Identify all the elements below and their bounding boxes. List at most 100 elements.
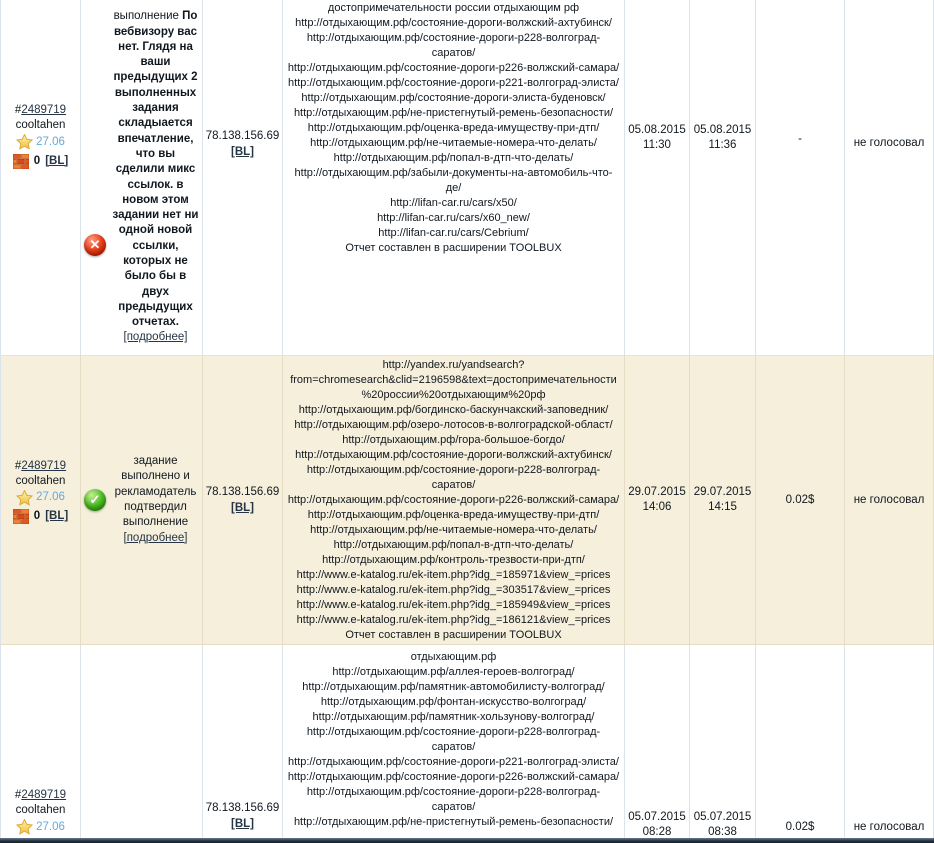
user-rating: 27.06: [13, 133, 68, 151]
vote-status: не голосовал: [853, 493, 925, 506]
report-url: http://отдыхающим.рф/состояние-дороги-эл…: [301, 92, 606, 104]
report-url: http://lifan-car.ru/cars/x60_new/: [377, 212, 530, 224]
status-more-link[interactable]: [подробнее]: [123, 331, 188, 344]
user-blacklist-row: 0 [BL]: [12, 508, 69, 526]
user-cell: #2489719 cooltahen 27.06 0 [BL]: [0, 355, 81, 645]
ip-cell: 78.138.156.69 [BL]: [203, 355, 283, 645]
bricks-icon: [12, 153, 29, 169]
urls-cell: отдыхающим.рф http://отдыхающим.рф/аллея-…: [283, 645, 625, 843]
user-bl-link[interactable]: [BL]: [45, 154, 69, 167]
url-list: отдыхающим.рф http://отдыхающим.рф/аллея-…: [283, 650, 624, 830]
start-date: 05.07.2015: [628, 811, 686, 823]
user-id-hash: #: [14, 789, 22, 801]
user-id-link[interactable]: 2489719: [21, 459, 67, 472]
report-url: Отчет составлен в расширении TOOLBUX: [345, 628, 562, 641]
report-url: http://отдыхающим.рф/попал-в-дтп-что-дел…: [333, 152, 574, 164]
report-url: http://www.e-katalog.ru/ek-item.php?idg_…: [296, 568, 611, 581]
urls-cell: http://yandex.ru/yandsearch?from=chromes…: [283, 355, 625, 645]
start-date-cell: 05.07.2015 08:28: [625, 645, 690, 843]
end-date: 29.07.2015: [693, 486, 752, 498]
vote-status: не голосовал: [853, 821, 925, 833]
start-date: 29.07.2015: [628, 486, 686, 498]
price-cell: -: [756, 0, 845, 355]
status-cell: ✕ выполнение По вебвизору вас нет. Глядя…: [81, 0, 203, 355]
report-url: http://отдыхающим.рф/памятник-хользунову…: [312, 711, 595, 723]
user-id-hash: #: [14, 459, 22, 472]
start-time: 11:30: [643, 139, 671, 151]
user-id-link[interactable]: 2489719: [21, 789, 67, 801]
url-list: http://yandex.ru/yandsearch?from=chromes…: [283, 358, 624, 643]
report-url: Отчет составлен в расширении TOOLBUX: [345, 242, 562, 254]
end-date: 05.08.2015: [693, 124, 752, 136]
report-url: http://отдыхающим.рф/состояние-дороги-во…: [295, 17, 612, 29]
report-url: http://www.e-katalog.ru/ek-item.php?idg_…: [296, 613, 611, 626]
end-time: 14:15: [708, 501, 737, 513]
start-time: 14:06: [642, 501, 672, 513]
report-url: http://отдыхающим.рф/состояние-дороги-р2…: [287, 62, 620, 74]
user-id: #2489719: [13, 459, 68, 474]
ip-bl-link[interactable]: [BL]: [230, 502, 254, 514]
end-date-cell: 05.08.2015 11:36: [690, 0, 756, 355]
bricks-icon: [12, 509, 29, 524]
window-bottom-edge: [0, 838, 934, 843]
report-url: http://отдыхающим.рф/не-читаемые-номера-…: [310, 137, 597, 149]
ip-address: 78.138.156.69: [205, 802, 280, 814]
report-url: http://lifan-car.ru/cars/Cebrium/: [378, 227, 529, 239]
report-url: http://отдыхающим.рф/состояние-дороги-р2…: [288, 756, 619, 768]
start-date-cell: 29.07.2015 14:06: [625, 355, 690, 645]
user-rating: 27.06: [13, 489, 68, 507]
report-url: http://отдыхающим.рф/не-читаемые-номера-…: [310, 523, 597, 536]
report-row: #2489719 cooltahen 27.06 0 [BL] ✕ выполн…: [0, 0, 934, 355]
vote-cell: не голосовал: [845, 645, 934, 843]
start-date: 05.08.2015: [628, 124, 686, 136]
ip-cell: 78.138.156.69 [BL]: [203, 0, 283, 355]
end-time: 11:36: [708, 139, 737, 151]
moderator-comment: По вебвизору вас нет. Глядя на ваши пред…: [112, 10, 199, 329]
report-url: http://отдыхающим.рф/состояние-дороги-р2…: [306, 463, 601, 491]
report-url: http://отдыхающим.рф/не-пристегнутый-рем…: [293, 816, 614, 828]
vote-cell: не голосовал: [845, 0, 934, 355]
payment-amount: 0.02$: [785, 821, 815, 833]
report-url: http://www.e-katalog.ru/ek-item.php?idg_…: [296, 598, 611, 611]
report-url: http://отдыхающим.рф/фонтан-искусство-во…: [320, 696, 587, 708]
vote-cell: не голосовал: [845, 355, 934, 645]
user-bl-link[interactable]: [BL]: [45, 510, 69, 522]
report-url: отдыхающим.рф: [410, 651, 497, 663]
rating-value: 27.06: [36, 820, 65, 833]
star-icon: [16, 489, 34, 506]
status-cell: ✓ задание выполнено и рекламодатель подт…: [81, 355, 203, 645]
report-url: http://отдыхающим.рф/состояние-дороги-р2…: [306, 726, 601, 753]
status-more-link[interactable]: [подробнее]: [123, 531, 188, 544]
vote-status: не голосовал: [853, 137, 925, 149]
ip-bl-link[interactable]: [BL]: [230, 818, 254, 830]
start-date-cell: 05.08.2015 11:30: [625, 0, 690, 355]
user-name: cooltahen: [15, 804, 66, 816]
report-url: http://отдыхающим.рф/состояние-дороги-р2…: [306, 32, 601, 59]
report-url: http://отдыхающим.рф/оценка-вреда-имущес…: [307, 508, 600, 521]
user-id: #2489719: [13, 788, 68, 803]
report-url: http://отдыхающим.рф/состояние-дороги-р2…: [306, 786, 601, 813]
report-url: http://отдыхающим.рф/озеро-лотосов-в-вол…: [294, 418, 613, 431]
user-id-link[interactable]: 2489719: [21, 104, 67, 116]
report-url: достопримечательности россии отдыхающим …: [327, 2, 580, 14]
report-url: http://отдыхающим.рф/состояние-дороги-во…: [295, 448, 612, 461]
rating-value: 27.06: [36, 135, 65, 148]
report-url: http://отдыхающим.рф/состояние-дороги-р2…: [287, 493, 620, 506]
user-blacklist-row: 0 [BL]: [12, 152, 69, 170]
report-row: #2489719 cooltahen 27.06 0 [BL] ✓ задани…: [0, 645, 934, 843]
report-url: http://отдыхающим.рф/контроль-трезвости-…: [322, 553, 585, 566]
status-text: задание выполнено и рекламодатель подтве…: [114, 455, 197, 529]
report-url: http://отдыхающим.рф/аллея-героев-волгог…: [332, 666, 575, 678]
report-url: http://lifan-car.ru/cars/x50/: [390, 197, 517, 209]
success-icon: ✓: [84, 489, 106, 511]
star-icon: [16, 134, 34, 150]
status-text: выполнение: [113, 10, 179, 23]
ip-bl-link[interactable]: [BL]: [230, 146, 254, 158]
payment-amount: -: [798, 133, 802, 145]
price-cell: 0.02$: [756, 355, 845, 645]
user-cell: #2489719 cooltahen 27.06 0 [BL]: [0, 645, 81, 843]
report-url: http://отдыхающим.рф/гора-большое-богдо/: [342, 433, 565, 446]
payment-amount: 0.02$: [785, 493, 815, 506]
